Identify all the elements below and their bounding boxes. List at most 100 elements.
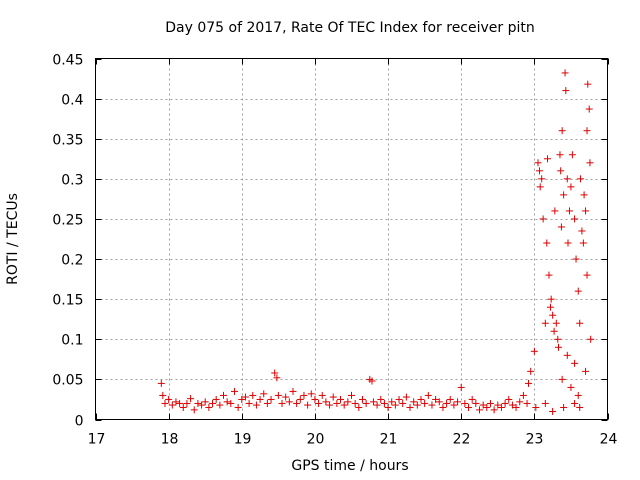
data-point — [172, 398, 180, 406]
data-point — [587, 335, 595, 343]
data-point — [580, 191, 588, 199]
data-point — [586, 159, 594, 167]
data-point — [351, 399, 359, 407]
data-point — [549, 407, 557, 415]
data-point — [547, 295, 555, 303]
data-point — [527, 367, 535, 375]
data-point — [157, 379, 165, 387]
data-point — [479, 401, 487, 409]
data-point — [558, 127, 566, 135]
y-tick-label: 0.35 — [52, 133, 83, 149]
data-point — [576, 319, 584, 327]
data-point — [428, 401, 436, 409]
x-axis-label: GPS time / hours — [291, 458, 408, 474]
data-point — [388, 398, 396, 406]
data-point — [572, 255, 580, 263]
data-point — [457, 383, 465, 391]
data-point — [558, 375, 566, 383]
data-point — [252, 401, 260, 409]
data-point — [223, 398, 231, 406]
y-axis-label: ROTI / TECUs — [5, 193, 21, 285]
data-point — [439, 403, 447, 411]
data-point — [165, 395, 173, 403]
data-point — [395, 395, 403, 403]
data-point — [168, 401, 176, 409]
data-point — [450, 401, 458, 409]
data-point — [413, 401, 421, 409]
data-point — [560, 191, 568, 199]
data-point — [554, 335, 562, 343]
data-point — [424, 391, 432, 399]
x-tick-label: 18 — [161, 432, 179, 448]
data-point — [541, 399, 549, 407]
data-point — [432, 395, 440, 403]
data-point — [563, 175, 571, 183]
data-point — [512, 403, 520, 411]
data-point — [560, 403, 568, 411]
data-point — [245, 399, 253, 407]
data-point — [227, 399, 235, 407]
x-tick-label: 17 — [88, 432, 106, 448]
data-point — [583, 127, 591, 135]
data-point — [296, 395, 304, 403]
data-point — [212, 395, 220, 403]
y-tick-label: 0.25 — [52, 213, 83, 229]
data-point — [209, 399, 217, 407]
data-point — [285, 398, 293, 406]
data-point — [377, 395, 385, 403]
data-point — [289, 387, 297, 395]
data-point — [176, 399, 184, 407]
y-tick-label: 0.1 — [61, 333, 83, 349]
data-point — [564, 239, 572, 247]
data-point — [534, 159, 542, 167]
data-point — [461, 399, 469, 407]
data-point — [355, 403, 363, 411]
data-point — [519, 391, 527, 399]
data-point — [201, 398, 209, 406]
x-tick-label: 24 — [600, 432, 618, 448]
data-point — [443, 399, 451, 407]
data-point — [402, 393, 410, 401]
data-point — [557, 167, 565, 175]
data-point — [552, 319, 560, 327]
data-point — [263, 399, 271, 407]
y-tick-label: 0.4 — [61, 93, 83, 109]
data-point — [516, 398, 524, 406]
data-point — [562, 87, 570, 95]
data-point — [508, 401, 516, 409]
data-point — [267, 395, 275, 403]
data-point — [274, 391, 282, 399]
data-point — [249, 391, 257, 399]
data-point — [565, 207, 573, 215]
data-point — [435, 398, 443, 406]
data-point — [490, 406, 498, 414]
chart-title: Day 075 of 2017, Rate Of TEC Index for r… — [165, 20, 535, 36]
data-point — [545, 271, 553, 279]
data-point — [260, 390, 268, 398]
data-point — [454, 398, 462, 406]
data-point — [282, 393, 290, 401]
data-point — [541, 319, 549, 327]
data-point — [557, 223, 565, 231]
data-point — [329, 393, 337, 401]
data-point — [465, 403, 473, 411]
y-tick-label: 0.3 — [61, 173, 83, 189]
data-point — [576, 403, 584, 411]
data-point — [278, 399, 286, 407]
data-point — [543, 239, 551, 247]
data-point — [532, 403, 540, 411]
data-point — [421, 399, 429, 407]
data-point — [561, 69, 569, 77]
data-point — [340, 401, 348, 409]
data-point — [256, 395, 264, 403]
data-point — [544, 155, 552, 163]
data-point — [315, 399, 323, 407]
data-point — [322, 398, 330, 406]
data-point — [568, 151, 576, 159]
data-point — [161, 399, 169, 407]
data-point — [300, 391, 308, 399]
data-point — [326, 401, 334, 409]
data-point — [536, 183, 544, 191]
data-point — [525, 379, 533, 387]
data-point — [399, 399, 407, 407]
